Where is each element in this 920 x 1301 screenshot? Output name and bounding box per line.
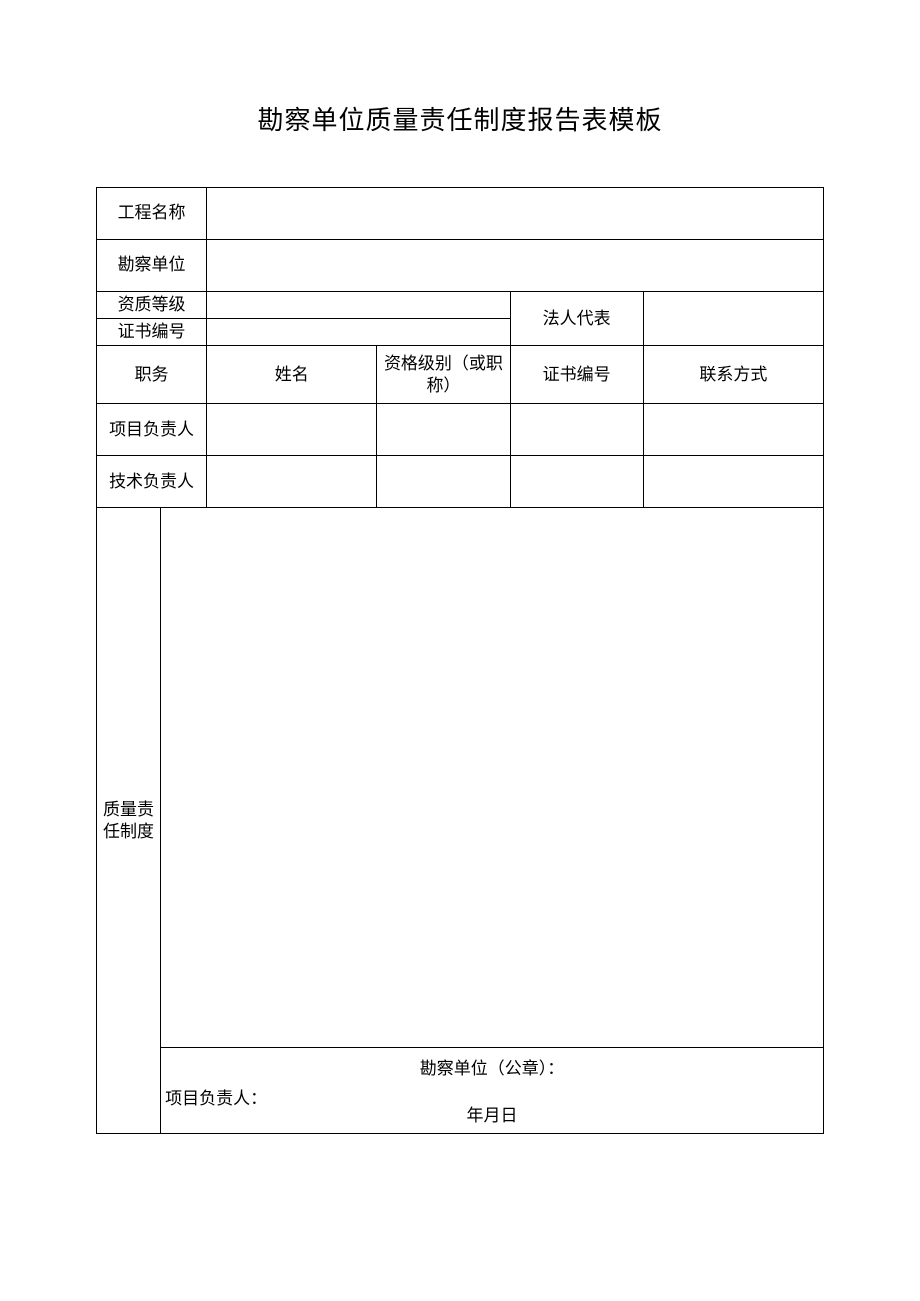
value-project-leader-contact[interactable] [643, 404, 823, 456]
value-technical-leader-name[interactable] [207, 456, 377, 508]
page-title: 勘察单位质量责任制度报告表模板 [96, 100, 824, 137]
value-qualification-level[interactable] [207, 292, 510, 319]
header-name: 姓名 [207, 346, 377, 404]
header-position: 职务 [97, 346, 207, 404]
signature-date-label: 年月日 [467, 1105, 518, 1127]
signature-block: 勘察单位（公章）： 项目负责人： 年月日 [161, 1048, 824, 1134]
header-contact: 联系方式 [643, 346, 823, 404]
value-project-name[interactable] [207, 188, 824, 240]
table-row: 勘察单位（公章）： 项目负责人： 年月日 [97, 1048, 824, 1134]
label-project-name: 工程名称 [97, 188, 207, 240]
value-legal-representative[interactable] [643, 292, 823, 346]
value-technical-leader-qual[interactable] [377, 456, 510, 508]
label-technical-leader: 技术负责人 [97, 456, 207, 508]
label-survey-unit: 勘察单位 [97, 240, 207, 292]
label-project-leader: 项目负责人 [97, 404, 207, 456]
value-technical-leader-cert[interactable] [510, 456, 643, 508]
value-technical-leader-contact[interactable] [643, 456, 823, 508]
header-qualification-title: 资格级别（或职称） [377, 346, 510, 404]
header-cert-no: 证书编号 [510, 346, 643, 404]
document-page: 勘察单位质量责任制度报告表模板 工程名称 勘察单位 资质等级 法人代表 证书编号 [0, 0, 920, 1134]
value-survey-unit[interactable] [207, 240, 824, 292]
table-row: 项目负责人 [97, 404, 824, 456]
signature-stamp-label: 勘察单位（公章）： [420, 1058, 565, 1080]
label-qualification-level: 资质等级 [97, 292, 207, 319]
table-row: 工程名称 [97, 188, 824, 240]
table-row: 技术负责人 [97, 456, 824, 508]
label-certificate-number: 证书编号 [97, 319, 207, 346]
table-row: 资质等级 法人代表 [97, 292, 824, 319]
signature-leader-label: 项目负责人： [165, 1088, 267, 1110]
value-project-leader-cert[interactable] [510, 404, 643, 456]
value-project-leader-name[interactable] [207, 404, 377, 456]
label-quality-responsibility: 质量责任制度 [97, 508, 161, 1134]
table-row: 职务 姓名 资格级别（或职称） 证书编号 联系方式 [97, 346, 824, 404]
value-certificate-number[interactable] [207, 319, 510, 346]
value-quality-responsibility[interactable] [161, 508, 824, 1048]
label-legal-representative: 法人代表 [510, 292, 643, 346]
table-row: 质量责任制度 [97, 508, 824, 1048]
form-table: 工程名称 勘察单位 资质等级 法人代表 证书编号 职务 姓名 资格级别（或职称）… [96, 187, 824, 1134]
table-row: 勘察单位 [97, 240, 824, 292]
value-project-leader-qual[interactable] [377, 404, 510, 456]
